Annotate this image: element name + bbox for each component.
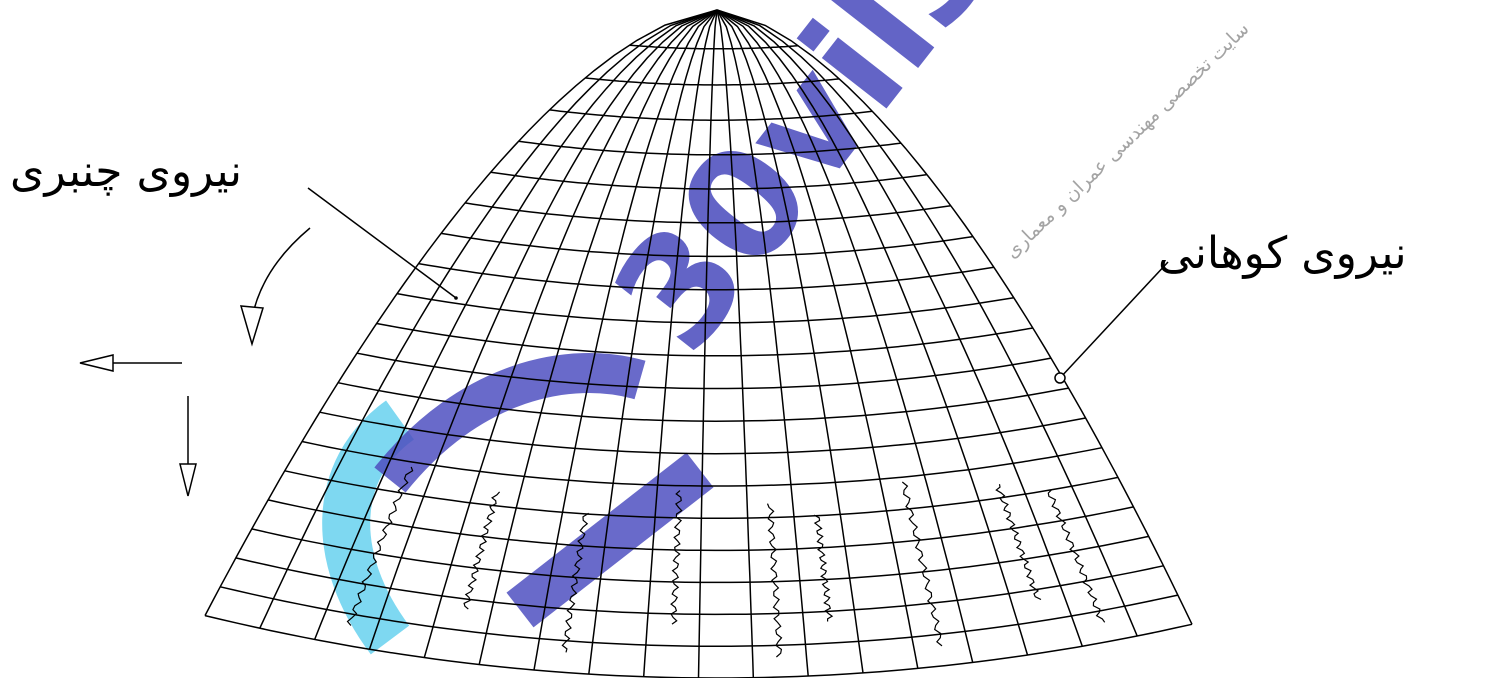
ring-line xyxy=(319,411,1086,455)
ring-line xyxy=(337,381,1069,422)
ring-line xyxy=(464,202,951,224)
ring-line xyxy=(376,322,1033,357)
crack-line xyxy=(813,514,834,622)
meridian-line xyxy=(716,9,809,677)
watermark-blue-arc xyxy=(374,353,646,493)
meridian-line xyxy=(716,9,1084,647)
meridian-line xyxy=(259,9,718,629)
watermark-blue-stroke xyxy=(506,452,714,628)
meridian-line xyxy=(716,9,1193,625)
curved-force-arrow xyxy=(251,227,311,319)
ring-line xyxy=(235,557,1164,616)
meridional-leader-circle xyxy=(1054,372,1066,384)
ring-line xyxy=(267,499,1134,552)
ring-line xyxy=(518,140,902,156)
meridian-line xyxy=(533,9,718,671)
meridian-line xyxy=(588,9,718,675)
hoop-force-label: نیروی چنبری xyxy=(10,146,242,197)
ring-line xyxy=(396,292,1014,324)
meridian-line xyxy=(716,9,864,674)
vertical-arrow-head xyxy=(179,463,197,497)
meridian-line xyxy=(716,9,1029,656)
crack-line xyxy=(766,503,783,658)
meridian-line xyxy=(716,9,755,678)
meridian-line xyxy=(716,9,974,663)
ring-line xyxy=(585,77,840,86)
meridian-line xyxy=(478,9,718,665)
ring-line xyxy=(549,109,873,121)
watermark-cyan-arc xyxy=(322,400,415,655)
crack-line xyxy=(901,481,943,647)
ring-line xyxy=(629,44,799,50)
meridian-line xyxy=(368,9,718,650)
hoop-leader-line xyxy=(307,187,457,299)
watermark-site-text: سایت تخصصی مهندسی عمران و معماری xyxy=(1001,18,1254,263)
crack-line xyxy=(463,491,501,610)
hoop-leader-dot xyxy=(454,296,458,300)
meridian-line xyxy=(642,9,718,677)
ring-line xyxy=(356,352,1052,390)
meridian-line xyxy=(204,9,718,616)
ring-line xyxy=(220,586,1179,647)
ring-line xyxy=(440,232,974,258)
crack-line xyxy=(346,466,414,626)
meridian-line xyxy=(314,9,718,640)
ring-line xyxy=(418,262,995,291)
meridional-leader-line xyxy=(1059,261,1169,379)
ring-line xyxy=(251,528,1149,584)
ring-line xyxy=(490,171,928,190)
meridional-force-label: نیروی کوهانی xyxy=(1158,228,1407,279)
curved-arrow-head xyxy=(239,305,264,347)
ring-line xyxy=(284,470,1119,520)
crack-line xyxy=(995,484,1042,601)
meridian-line xyxy=(423,9,718,658)
crack-line xyxy=(1047,489,1106,623)
crack-line xyxy=(670,490,683,625)
meridian-line xyxy=(697,9,718,678)
dome-mesh xyxy=(204,9,1193,679)
ring-line xyxy=(301,440,1103,487)
meridian-line xyxy=(716,9,1138,637)
meridian-line xyxy=(716,9,919,669)
crack-line xyxy=(561,512,590,653)
horizontal-arrow-head xyxy=(79,354,114,372)
crack-lines xyxy=(346,466,1106,658)
